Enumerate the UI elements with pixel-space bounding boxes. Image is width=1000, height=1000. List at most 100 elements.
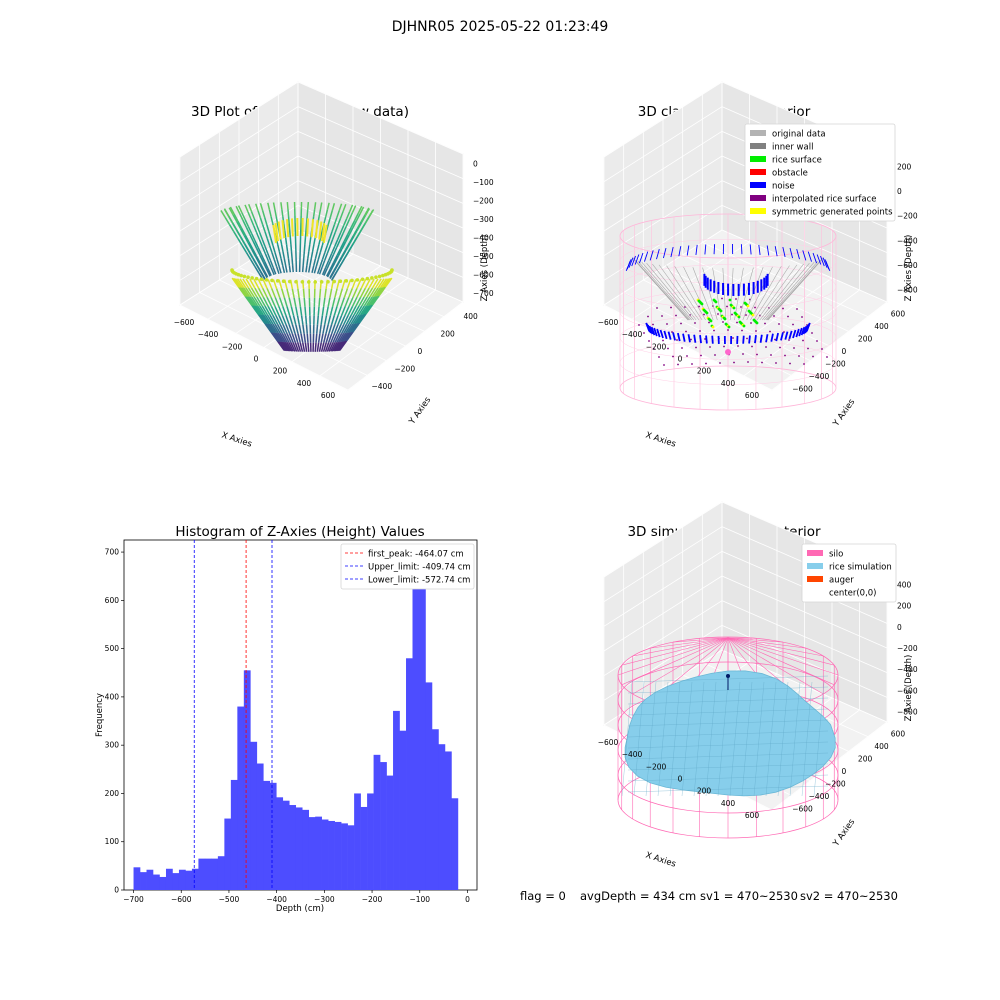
point-cloud-stroke bbox=[314, 251, 318, 260]
point-cloud-stroke bbox=[298, 297, 302, 307]
noise-stroke bbox=[670, 246, 674, 258]
point-cloud-stroke bbox=[261, 314, 269, 325]
histogram-bar bbox=[444, 751, 452, 890]
point-cloud-stroke bbox=[342, 203, 347, 212]
interpolated-point bbox=[717, 313, 719, 315]
point-cloud-stroke bbox=[254, 287, 261, 298]
point-cloud-stroke bbox=[321, 259, 326, 268]
point-cloud-stroke bbox=[297, 342, 302, 352]
point-cloud-stroke bbox=[358, 296, 365, 307]
point-cloud-stroke bbox=[285, 324, 291, 334]
y-tick-label: 200 bbox=[105, 789, 120, 798]
point-cloud-stroke bbox=[356, 221, 362, 230]
legend-label: auger bbox=[829, 576, 854, 586]
point-cloud-stroke bbox=[259, 296, 266, 307]
inner-wall-stroke bbox=[646, 262, 694, 321]
point-cloud-stroke bbox=[314, 220, 319, 239]
point-cloud-stroke bbox=[354, 212, 359, 221]
point-cloud-stroke bbox=[238, 212, 244, 221]
point-cloud-stroke bbox=[271, 288, 276, 298]
y-tick-label: 600 bbox=[891, 729, 906, 738]
point-cloud-stroke bbox=[244, 244, 250, 252]
interpolated-point bbox=[747, 361, 749, 363]
interpolated-point bbox=[741, 329, 743, 332]
interpolated-point bbox=[746, 337, 748, 340]
classify-x-ticks: −600−400−200 0 200 400 600 bbox=[598, 318, 760, 400]
point-cloud-stroke bbox=[315, 259, 320, 267]
point-cloud-stroke bbox=[369, 296, 377, 306]
y-tick-label: 200 bbox=[858, 334, 873, 343]
interpolated-point bbox=[713, 329, 715, 332]
noise-stroke bbox=[650, 326, 656, 336]
interpolated-point bbox=[783, 331, 785, 333]
classify-z-label: Z Axies (Depth) bbox=[904, 235, 914, 302]
point-cloud-stroke bbox=[253, 278, 260, 289]
point-cloud-stroke bbox=[352, 322, 361, 333]
point-cloud-stroke bbox=[334, 288, 338, 298]
raw-point-cloud bbox=[220, 201, 394, 352]
point-cloud-stroke bbox=[369, 287, 377, 298]
point-cloud-stroke bbox=[294, 342, 300, 352]
point-cloud-dot bbox=[275, 279, 280, 283]
point-cloud-stroke bbox=[327, 297, 331, 307]
point-cloud-stroke bbox=[243, 235, 249, 244]
noise-stroke bbox=[788, 330, 793, 340]
point-cloud-stroke bbox=[255, 203, 259, 211]
grid-line bbox=[603, 81, 723, 158]
point-cloud-stroke bbox=[270, 238, 274, 246]
point-cloud-dot bbox=[287, 279, 292, 284]
point-cloud-stroke bbox=[255, 247, 261, 256]
point-cloud-stroke bbox=[264, 261, 269, 269]
point-cloud-stroke bbox=[356, 288, 362, 298]
rice-surface-point bbox=[732, 306, 736, 310]
point-cloud-dot bbox=[360, 277, 365, 282]
x-tick-label: −100 bbox=[409, 895, 430, 904]
point-cloud-stroke bbox=[286, 288, 290, 298]
point-cloud-stroke bbox=[306, 218, 310, 237]
point-cloud-stroke bbox=[255, 305, 263, 316]
noise-stroke bbox=[824, 259, 830, 270]
rice-mesh-line bbox=[753, 681, 765, 797]
point-cloud-stroke bbox=[303, 251, 306, 259]
legend-frame bbox=[340, 543, 475, 590]
point-cloud-stroke bbox=[345, 331, 354, 342]
x-tick-label: −200 bbox=[646, 342, 667, 351]
interpolated-point bbox=[671, 331, 673, 333]
point-cloud-stroke bbox=[252, 258, 258, 266]
point-cloud-stroke bbox=[270, 323, 278, 334]
point-cloud-stroke bbox=[275, 216, 279, 224]
histogram-bar bbox=[243, 670, 251, 890]
noise-stroke bbox=[659, 329, 664, 339]
x-tick-label: −200 bbox=[646, 762, 667, 771]
x-tick-label: 0 bbox=[678, 775, 683, 784]
simulation-x-ticks: −600−400−200 0 200 400 600 bbox=[598, 738, 760, 820]
point-cloud-stroke bbox=[295, 324, 299, 334]
point-cloud-stroke bbox=[329, 306, 334, 316]
point-cloud-stroke bbox=[261, 224, 266, 232]
interpolated-point bbox=[658, 356, 660, 358]
point-cloud-stroke bbox=[254, 240, 259, 248]
point-cloud-stroke bbox=[283, 333, 290, 343]
point-cloud-stroke bbox=[337, 256, 343, 265]
point-cloud-stroke bbox=[288, 230, 292, 238]
y-tick-label: −600 bbox=[792, 385, 813, 394]
z-tick-label: −300 bbox=[473, 215, 494, 224]
noise-stroke bbox=[628, 257, 634, 268]
point-cloud-stroke bbox=[327, 333, 333, 343]
point-cloud-stroke bbox=[253, 217, 258, 226]
point-cloud-stroke bbox=[338, 324, 345, 334]
x-tick-label: −400 bbox=[622, 750, 643, 759]
point-cloud-stroke bbox=[248, 203, 253, 212]
point-cloud-stroke bbox=[307, 342, 310, 352]
point-cloud-stroke bbox=[317, 252, 322, 260]
point-cloud-stroke bbox=[335, 240, 341, 248]
rice-surface-point bbox=[742, 324, 746, 328]
point-cloud-stroke bbox=[239, 286, 248, 297]
point-cloud-stroke bbox=[257, 279, 264, 289]
point-cloud-stroke bbox=[352, 288, 358, 298]
noise-stroke bbox=[822, 257, 828, 268]
interpolated-point bbox=[821, 348, 823, 350]
interpolated-point bbox=[667, 347, 669, 350]
point-cloud-stroke bbox=[334, 224, 339, 233]
